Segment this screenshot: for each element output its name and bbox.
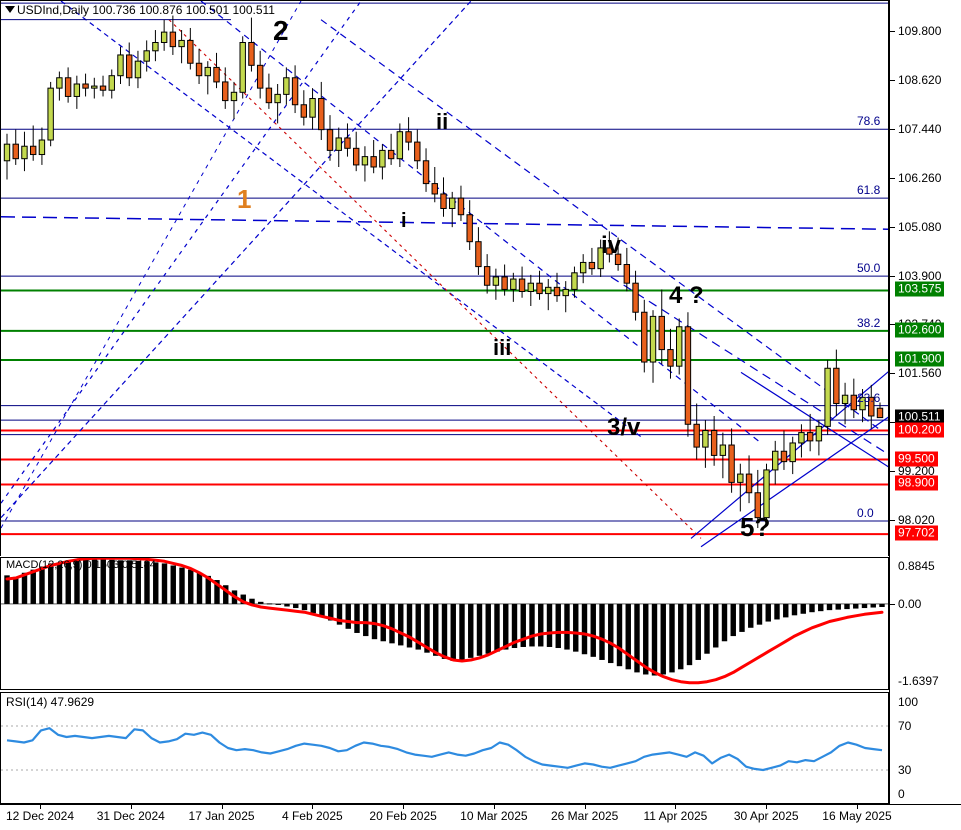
wave-label-5: 5? [740, 512, 771, 542]
date-tick-mark [312, 805, 314, 809]
date-tick-mark [40, 805, 41, 809]
price-tick-label: 98.020 [898, 512, 935, 527]
macd-label: MACD(12,26,9) 0.1503 0.5184 [6, 559, 156, 571]
date-tick-label: 30 Apr 2025 [733, 809, 799, 823]
rsi-tick-label: 70 [898, 719, 912, 733]
date-tick-mark [857, 805, 858, 809]
rsi-tick-label: 100 [898, 695, 919, 709]
date-tick-label: 10 Mar 2025 [460, 809, 528, 823]
price-tick-label: 107.440 [898, 122, 942, 137]
price-tick-mark [890, 519, 895, 521]
rsi-panel[interactable]: RSI(14) 47.9629 [0, 692, 889, 804]
date-tick-label: 26 Mar 2025 [550, 809, 619, 823]
wave-label-4: 4 ? [669, 282, 704, 309]
price-tick-label: 103.900 [898, 268, 942, 283]
wave-label-2: 2 [273, 15, 289, 46]
price-plot-area[interactable] [1, 1, 888, 556]
price-badge-green: 102.600 [895, 322, 945, 338]
macd-tick-label: 0.00 [898, 596, 922, 611]
rsi-tick-label: 0 [898, 787, 905, 801]
date-tick-mark [584, 805, 586, 809]
date-tick-label: 16 May 2025 [822, 809, 892, 823]
price-tick-mark [890, 324, 895, 326]
price-tick-mark [890, 226, 895, 228]
date-tick-mark [493, 805, 495, 809]
date-tick-label: 20 Feb 2025 [369, 809, 437, 823]
date-tick-mark [403, 805, 405, 809]
date-tick-mark [130, 805, 132, 809]
wave-label-ii: ii [436, 109, 449, 134]
price-tick-label: 101.560 [898, 366, 942, 381]
price-tick-label: 105.080 [898, 219, 942, 234]
fib-level-label: 78.6 [857, 114, 881, 129]
symbol-header: USDInd,Daily 100.736 100.876 100.501 100… [17, 3, 275, 17]
price-badge-green: 101.900 [895, 351, 945, 367]
wave-label-iv: iv [601, 232, 622, 259]
date-axis[interactable]: 12 Dec 2024 31 Dec 2024 17 Jan 2025 4 Feb 2… [0, 804, 961, 830]
rsi-label: RSI(14) 47.9629 [6, 695, 95, 709]
wave-label-iii: iii [493, 335, 512, 360]
fib-level-label: 50.0 [857, 261, 881, 276]
price-tick-mark [890, 275, 895, 277]
date-tick-label: 11 Apr 2025 [643, 809, 708, 823]
price-tick-mark [890, 129, 895, 131]
rsi-plot-area [1, 693, 888, 803]
price-badge-green: 103.575 [895, 281, 945, 297]
price-badge-red: 97.702 [895, 525, 938, 541]
fib-level-label: 61.8 [857, 183, 881, 198]
price-axis[interactable]: 109.800 108.620 107.440 106.260 105.080 103.9… [889, 0, 961, 804]
price-badge-red: 99.500 [895, 451, 938, 467]
macd-tick-mark [890, 603, 895, 605]
price-tick-mark [890, 178, 895, 180]
price-badge-red: 100.200 [895, 422, 945, 437]
macd-tick-label: -1.6397 [898, 674, 939, 688]
macd-panel[interactable]: MACD(12,26,9) 0.1503 0.5184 [0, 557, 889, 690]
fib-level-label: 38.2 [857, 315, 881, 330]
price-tick-mark [890, 80, 895, 82]
price-badge-red: 98.900 [895, 475, 938, 491]
macd-tick-label: 0.8845 [898, 559, 935, 573]
price-chart-panel[interactable]: USDInd,Daily 100.736 100.876 100.501 100… [0, 0, 889, 556]
rsi-tick-label: 30 [898, 763, 912, 777]
price-tick-mark [890, 373, 895, 375]
price-tick-mark [890, 422, 895, 424]
fib-level-label: 100.0 [857, 1, 887, 2]
price-tick-mark [890, 471, 895, 472]
price-tick-label: 99.200 [898, 464, 935, 478]
price-badge-black: 100.511 [895, 409, 944, 425]
date-tick-label: 17 Jan 2025 [188, 809, 255, 823]
macd-plot-area [1, 558, 888, 689]
wave-label-i: i [401, 210, 407, 232]
date-tick-label: 4 Feb 2025 [281, 809, 343, 823]
triangle-down-icon[interactable] [5, 6, 15, 13]
date-tick-label: 31 Dec 2024 [96, 809, 165, 823]
fib-level-label: 23.6 [857, 390, 881, 405]
date-tick-mark [675, 805, 677, 809]
price-tick-label: 109.800 [898, 24, 942, 39]
price-tick-mark [890, 31, 895, 33]
date-tick-mark [221, 805, 223, 809]
wave-label-3v: 3/v [607, 414, 641, 441]
price-tick-label: 108.620 [898, 73, 942, 88]
date-tick-mark [766, 805, 768, 809]
date-tick-label: 12 Dec 2024 [5, 809, 75, 823]
fib-level-label: 0.0 [857, 505, 874, 520]
price-tick-label: 106.260 [898, 171, 942, 186]
wave-label-1: 1 [237, 184, 252, 214]
